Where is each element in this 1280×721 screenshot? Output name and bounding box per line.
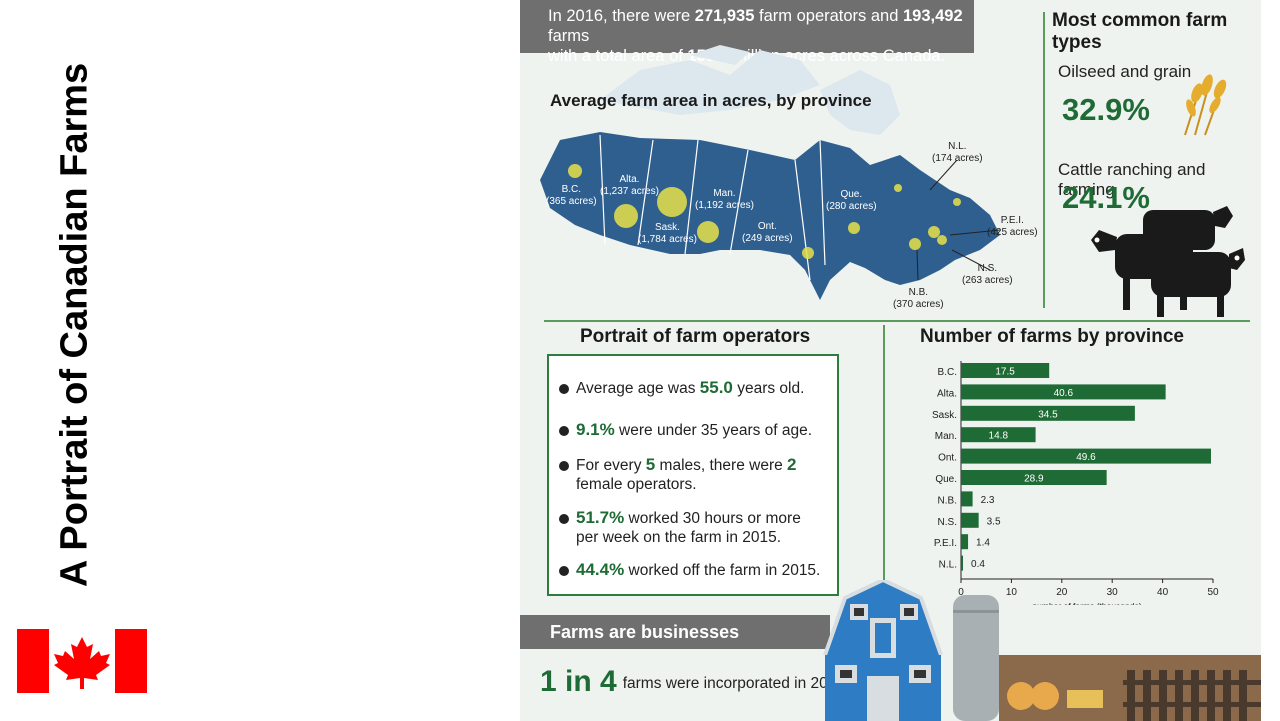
cattle-icon xyxy=(1091,206,1245,317)
x-tick-label: 20 xyxy=(1056,587,1068,598)
barn-illustration xyxy=(823,580,1261,721)
province-label-ns: N.S. (263 acres) xyxy=(962,263,1013,286)
category-label: N.B. xyxy=(938,495,957,506)
infographic-panel: In 2016, there were 271,935 farm operato… xyxy=(520,0,1261,721)
province-label-nb: N.B. (370 acres) xyxy=(893,287,944,310)
farms-bar-chart: B.C. 17.5 Alta. 40.6 Sask. 34.5 Man. 14.8 Ont. 49… xyxy=(932,361,1219,605)
farms-chart-title: Number of farms by province xyxy=(920,326,1184,347)
operator-fact: 9.1% were under 35 years of age. xyxy=(559,420,812,440)
category-label: Sask. xyxy=(932,410,957,421)
province-label-pei: P.E.I. (425 acres) xyxy=(987,215,1038,238)
province-label-alta: Alta. (1,237 acres) xyxy=(600,174,659,197)
bar xyxy=(961,555,964,571)
divider xyxy=(883,325,885,605)
data-label: 14.8 xyxy=(989,431,1009,442)
operators-box: Average age was 55.0 years old. 9.1% wer… xyxy=(547,354,839,596)
data-label: 2.3 xyxy=(981,495,995,506)
data-label: 1.4 xyxy=(976,538,990,549)
operator-fact: 44.4% worked off the farm in 2015. xyxy=(559,560,820,580)
farm-type-label-oilseed: Oilseed and grain xyxy=(1058,62,1192,81)
province-label-bc: B.C. (365 acres) xyxy=(546,184,597,207)
business-banner: Farms are businesses xyxy=(520,615,830,649)
bar xyxy=(961,491,973,507)
business-stat: 1 in 4 farms were incorporated in 2016. xyxy=(540,665,850,698)
bar xyxy=(961,534,969,550)
category-label: B.C. xyxy=(938,367,957,378)
farm-type-label-cattle: Cattle ranching and farming xyxy=(1058,160,1206,199)
bar xyxy=(961,470,1107,485)
farm-type-pct-cattle: 24.1% xyxy=(1062,180,1150,215)
data-label: 40.6 xyxy=(1054,388,1074,399)
data-label: 49.6 xyxy=(1076,452,1096,463)
operator-fact: 51.7% worked 30 hours or more per week on… xyxy=(559,508,801,547)
category-label: Alta. xyxy=(937,388,957,399)
divider xyxy=(544,320,1250,322)
x-tick-label: 10 xyxy=(1006,587,1018,598)
x-tick-label: 50 xyxy=(1207,587,1219,598)
x-tick-label: 0 xyxy=(958,587,964,598)
data-label: 0.4 xyxy=(971,559,985,570)
bar xyxy=(961,384,1166,400)
bar xyxy=(961,405,1135,421)
farm-types-title: Most common farm types xyxy=(1052,10,1228,53)
data-label: 34.5 xyxy=(1038,409,1058,420)
bar xyxy=(961,363,1050,378)
farm-type-pct-oilseed: 32.9% xyxy=(1062,92,1150,127)
province-label-man: Man. (1,192 acres) xyxy=(695,188,754,211)
map-title: Average farm area in acres, by province xyxy=(550,91,872,110)
bar xyxy=(961,427,1036,443)
wheat-icon xyxy=(1184,74,1227,136)
data-label: 28.9 xyxy=(1024,474,1044,485)
province-label-ont: Ont. (249 acres) xyxy=(742,221,793,244)
x-axis-label: number of farms (thousands) xyxy=(1032,601,1141,605)
category-label: Ont. xyxy=(938,453,957,464)
category-label: P.E.I. xyxy=(934,538,957,549)
category-label: N.S. xyxy=(938,517,957,528)
data-label: 3.5 xyxy=(987,516,1001,527)
divider xyxy=(1043,12,1045,308)
operator-fact: For every 5 males, there were 2 female op… xyxy=(559,455,797,494)
bar xyxy=(961,512,979,528)
farm-size-dots xyxy=(568,164,961,259)
operator-fact: Average age was 55.0 years old. xyxy=(559,378,804,398)
province-label-sask: Sask. (1,784 acres) xyxy=(638,222,697,245)
slide-title: A Portrait of Canadian Farms xyxy=(53,62,96,588)
bar xyxy=(961,448,1211,464)
summary-banner: In 2016, there were 271,935 farm operato… xyxy=(520,0,974,65)
canada-map xyxy=(540,45,1001,300)
province-label-que: Que. (280 acres) xyxy=(826,189,877,212)
x-tick-label: 30 xyxy=(1107,587,1119,598)
operators-title: Portrait of farm operators xyxy=(580,326,811,347)
x-tick-label: 40 xyxy=(1157,587,1169,598)
data-label: 17.5 xyxy=(995,367,1015,378)
category-label: N.L. xyxy=(939,560,957,571)
canada-flag-icon xyxy=(17,629,147,693)
province-label-nl: N.L. (174 acres) xyxy=(932,141,983,164)
category-label: Que. xyxy=(935,474,957,485)
category-label: Man. xyxy=(935,431,957,442)
